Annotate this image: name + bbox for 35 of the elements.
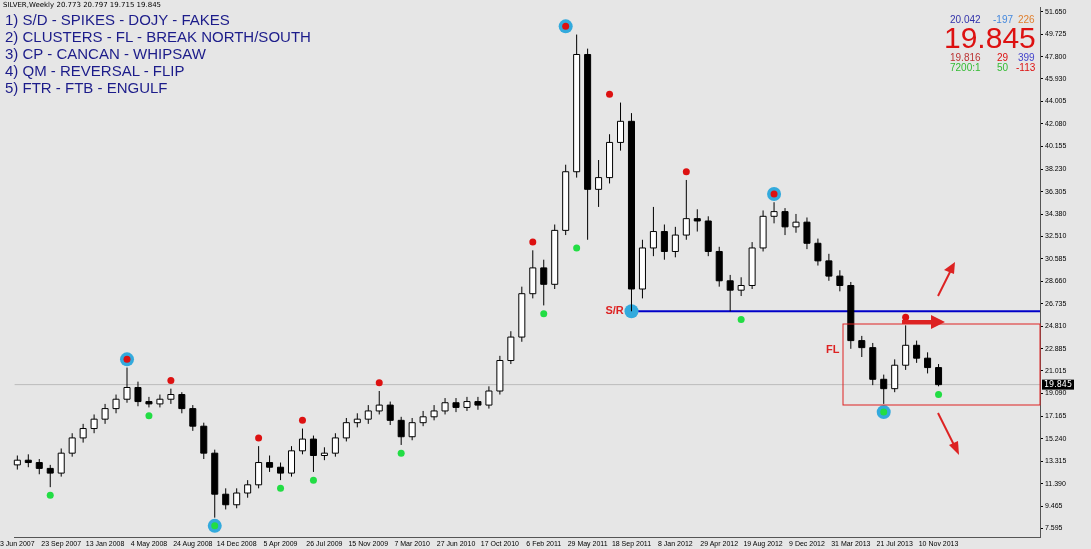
point bbox=[309, 476, 317, 484]
point bbox=[529, 238, 537, 246]
point bbox=[298, 416, 306, 424]
annotation: 29 bbox=[997, 52, 1009, 63]
point bbox=[902, 313, 910, 321]
point bbox=[624, 304, 639, 319]
annotation: FL bbox=[826, 343, 840, 355]
point bbox=[737, 315, 745, 323]
ref-line-label: 19.845 bbox=[1044, 379, 1072, 389]
annotation: 5) FTR - FTB - ENGULF bbox=[5, 79, 168, 96]
point bbox=[682, 168, 690, 176]
point bbox=[375, 379, 383, 387]
point bbox=[145, 412, 153, 420]
point bbox=[606, 90, 614, 98]
point bbox=[255, 434, 263, 442]
annotation: 1) S/D - SPIKES - DOJY - FAKES bbox=[5, 11, 230, 28]
annotation: -113 bbox=[1016, 62, 1036, 73]
annotation: 7200:1 bbox=[950, 62, 981, 73]
annotation: S/R bbox=[605, 304, 624, 317]
point bbox=[167, 376, 175, 384]
point bbox=[397, 449, 405, 457]
point bbox=[46, 491, 54, 499]
point bbox=[573, 244, 581, 252]
point bbox=[935, 391, 943, 399]
annotation: -197 bbox=[993, 14, 1014, 25]
annotation: 3) CP - CANCAN - WHIPSAW bbox=[5, 45, 206, 62]
annotation: 4) QM - REVERSAL - FLIP bbox=[5, 62, 185, 79]
annotation: 20.042 bbox=[950, 14, 981, 25]
annotation: 50 bbox=[997, 62, 1009, 73]
annotation: 226 bbox=[1018, 14, 1035, 25]
annotation: 2) CLUSTERS - FL - BREAK NORTH/SOUTH bbox=[5, 28, 311, 45]
point bbox=[540, 310, 548, 318]
annotation: 19.816 bbox=[950, 52, 981, 63]
point bbox=[277, 484, 285, 492]
annotation: 399 bbox=[1018, 52, 1035, 63]
